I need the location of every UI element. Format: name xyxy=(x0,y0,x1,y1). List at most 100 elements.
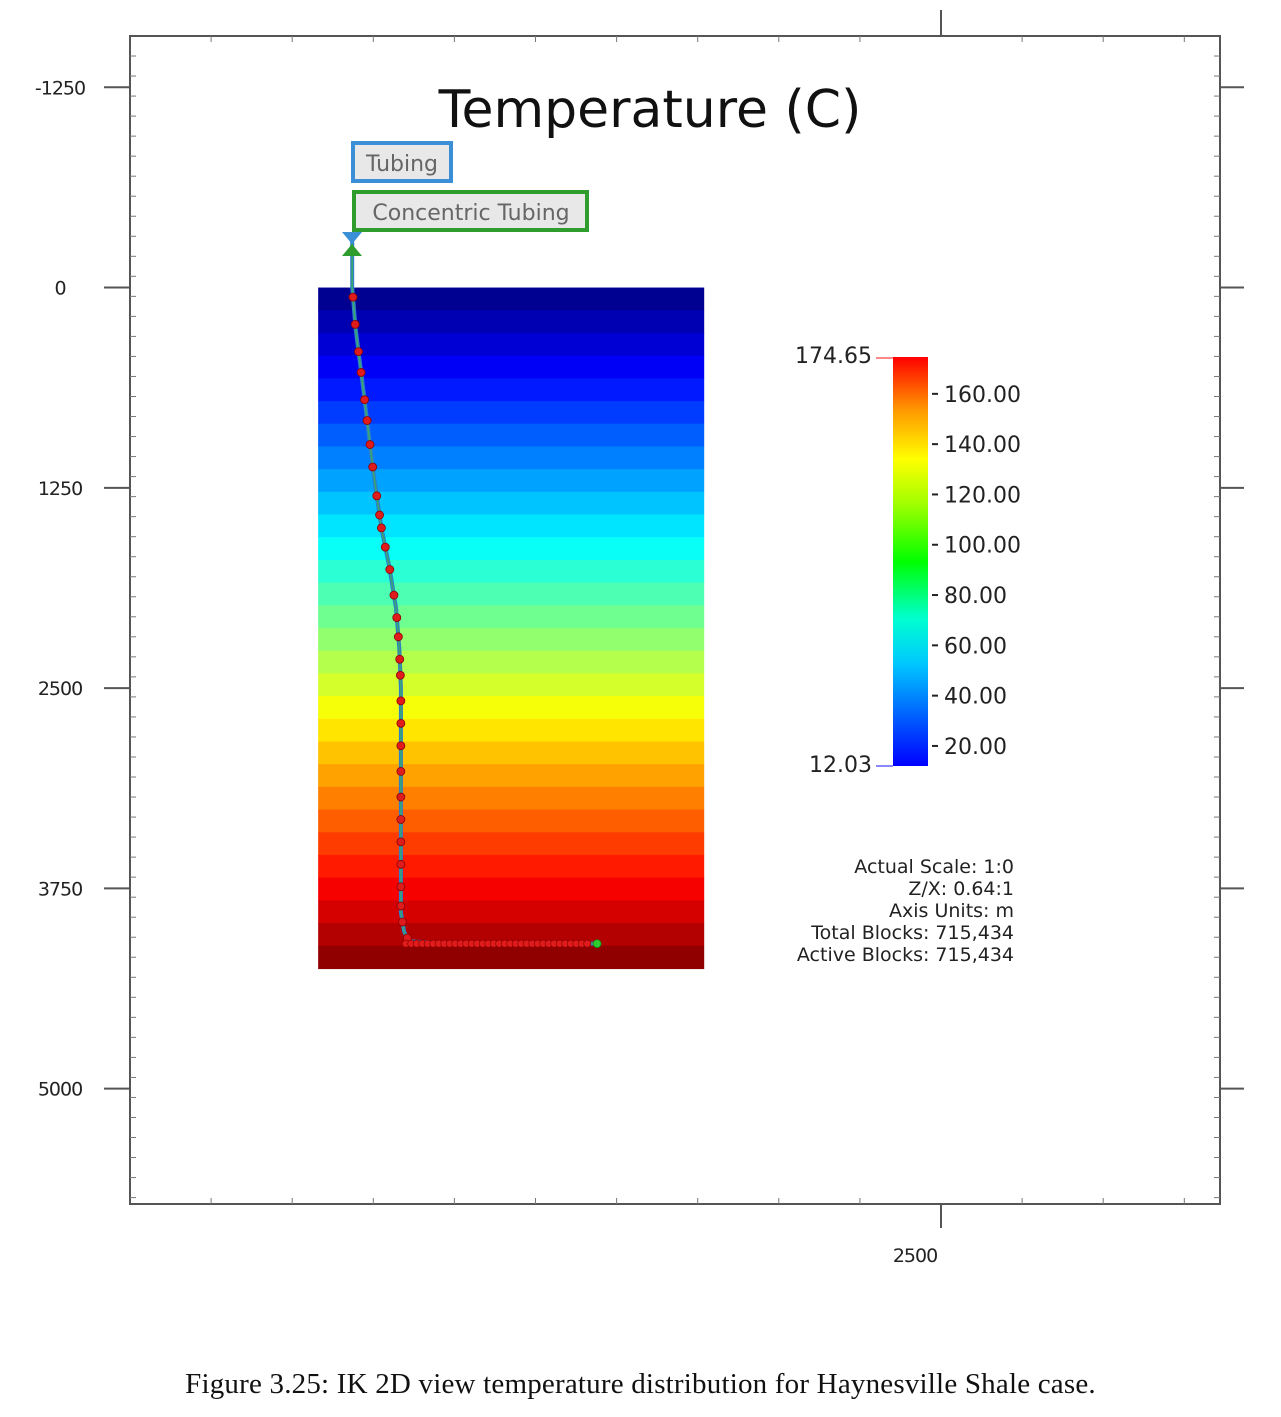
y-tick-label: 5000 xyxy=(38,1079,82,1101)
info-zx-ratio: Z/X: 0.64:1 xyxy=(908,878,1014,900)
well-label-tubing: Tubing xyxy=(351,141,453,183)
info-block: Actual Scale: 1:0 Z/X: 0.64:1 Axis Units… xyxy=(797,856,1014,966)
x-tick-label: 2500 xyxy=(893,1245,937,1267)
grid-layer xyxy=(318,401,705,425)
colorbar-tick-label: 160.00 xyxy=(944,383,1021,408)
grid-layer xyxy=(318,491,705,516)
tubing-label-box xyxy=(351,141,453,183)
temperature-grid xyxy=(318,287,705,970)
perforation-marker xyxy=(393,632,403,642)
grid-layer xyxy=(318,537,705,561)
temperature-plot: -1250 0 1250 2500 3750 5000 2500 Temperature … xyxy=(35,10,1244,1267)
grid-layer xyxy=(318,945,705,970)
colorbar-ticks: 160.00 140.00 120.00 100.00 80.00 60.00 40.00 2… xyxy=(932,383,1021,760)
colorbar-tick-label: 80.00 xyxy=(944,584,1007,609)
perforation-marker xyxy=(360,395,369,405)
grid-layer xyxy=(318,854,705,879)
grid-layer xyxy=(318,877,705,901)
grid-layer xyxy=(318,718,705,743)
perforation-marker xyxy=(350,319,360,329)
info-actual-scale: Actual Scale: 1:0 xyxy=(854,856,1014,878)
colorbar-tick-label: 60.00 xyxy=(944,634,1007,659)
colorbar-gradient xyxy=(893,357,928,766)
perforation-marker xyxy=(396,882,406,892)
perforation-marker xyxy=(377,523,386,533)
y-major-ticks: -1250 0 1250 2500 3750 5000 xyxy=(35,77,1244,1101)
grid-layer xyxy=(318,287,705,311)
perforation-marker xyxy=(389,590,399,600)
perforation-marker xyxy=(398,917,407,927)
concentric-tubing-label-box xyxy=(352,190,589,232)
well-trajectory xyxy=(348,234,602,949)
colorbar-max-label: 174.65 xyxy=(795,344,872,369)
grid-layer xyxy=(318,332,705,357)
grid-layer xyxy=(318,605,705,629)
y-tick-label: -1250 xyxy=(35,77,85,99)
perforation-marker xyxy=(396,718,406,728)
well-label-concentric-tubing: Concentric Tubing xyxy=(352,190,589,232)
grid-layer xyxy=(318,764,705,788)
colorbar-tick-label: 140.00 xyxy=(944,433,1021,458)
grid-layer xyxy=(318,786,705,811)
perforation-marker xyxy=(356,368,366,377)
wellhead-icon xyxy=(342,232,362,244)
info-active-blocks: Active Blocks: 715,434 xyxy=(797,944,1014,966)
perforation-marker xyxy=(385,565,395,574)
perforation-marker xyxy=(396,815,406,824)
colorbar-tick-label: 20.00 xyxy=(944,735,1007,760)
perforation-marker xyxy=(396,837,406,847)
info-axis-units: Axis Units: m xyxy=(889,900,1014,922)
grid-layer xyxy=(318,355,705,379)
grid-layer xyxy=(318,469,705,493)
grid-layer xyxy=(318,423,705,448)
grid-layer xyxy=(318,514,705,538)
colorbar-min-label: 12.03 xyxy=(809,753,872,778)
wellhead-lower-icon xyxy=(342,244,362,256)
y-tick-label: 3750 xyxy=(38,878,82,900)
perforation-marker xyxy=(583,939,592,948)
y-tick-label: 2500 xyxy=(38,678,82,700)
y-tick-label: 0 xyxy=(54,278,65,300)
y-tick-label: 1250 xyxy=(38,478,82,500)
grid-layer xyxy=(318,378,705,402)
grid-layer xyxy=(318,650,705,675)
info-total-blocks: Total Blocks: 715,434 xyxy=(810,922,1014,944)
y-minor-ticks xyxy=(130,55,1220,1199)
perforation-marker xyxy=(396,792,406,802)
grid-layer xyxy=(318,809,705,833)
perforation-marker xyxy=(365,440,375,449)
perforation-marker xyxy=(396,901,406,911)
perforation-marker xyxy=(396,696,406,706)
perforation-marker xyxy=(380,542,390,552)
grid-layer xyxy=(318,310,705,334)
perforation-marker xyxy=(372,491,382,501)
perforation-marker xyxy=(395,654,405,664)
perforation-marker xyxy=(396,741,406,751)
tubing-label: Tubing xyxy=(365,152,438,177)
grid-layer xyxy=(318,582,705,606)
perforation-marker xyxy=(396,859,406,869)
perforation-marker xyxy=(362,416,372,425)
grid-layer xyxy=(318,673,705,697)
colorbar: 174.65 12.03 160.00 140.00 120.00 100.00 80.… xyxy=(795,344,1021,778)
plot-title: Temperature (C) xyxy=(438,80,862,140)
figure-caption: Figure 3.25: IK 2D view temperature dist… xyxy=(185,1368,1096,1400)
perforation-marker xyxy=(395,670,405,680)
colorbar-tick-label: 100.00 xyxy=(944,534,1021,559)
grid-layer xyxy=(318,741,705,765)
grid-layer xyxy=(318,446,705,470)
grid-layer xyxy=(318,832,705,856)
perforation-marker xyxy=(368,462,378,472)
perforation-marker xyxy=(392,613,402,622)
toe-marker xyxy=(592,939,602,949)
concentric-tubing-label: Concentric Tubing xyxy=(372,201,569,226)
colorbar-tick-label: 120.00 xyxy=(944,483,1021,508)
x-ticks: 2500 xyxy=(210,10,1185,1267)
perforation-marker xyxy=(348,292,358,302)
grid-layer xyxy=(318,696,705,720)
grid-layer xyxy=(318,900,705,924)
perforation-marker xyxy=(396,767,406,776)
figure: -1250 0 1250 2500 3750 5000 2500 Temperature … xyxy=(35,10,1244,1267)
grid-layer xyxy=(318,628,705,652)
colorbar-tick-label: 40.00 xyxy=(944,685,1007,710)
